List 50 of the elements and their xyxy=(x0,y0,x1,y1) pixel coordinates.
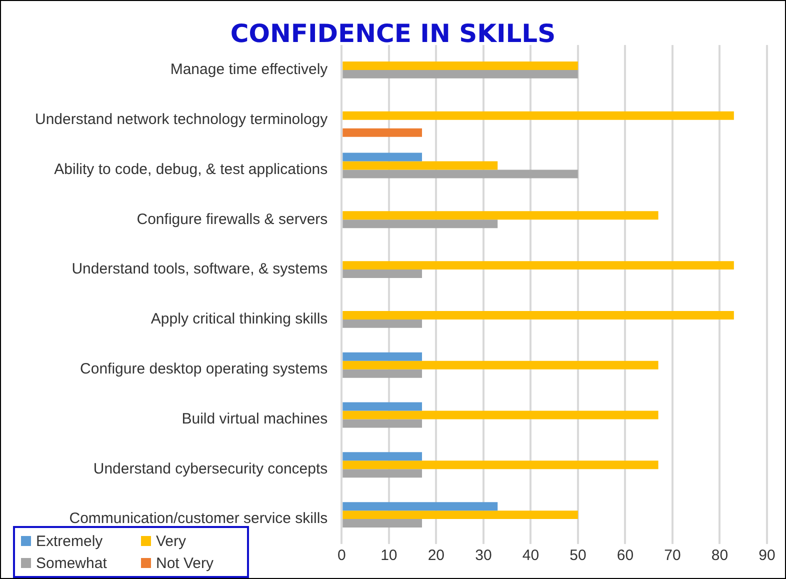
y-tick-label: Understand network technology terminology xyxy=(34,110,328,128)
x-tick-label: 80 xyxy=(711,547,728,564)
y-tick-label: Configure desktop operating systems xyxy=(80,360,328,378)
bar xyxy=(342,369,422,378)
y-tick-label: Ability to code, debug, & test applications xyxy=(54,160,328,178)
bar xyxy=(342,402,422,411)
bar xyxy=(342,128,422,137)
y-tick-label: Apply critical thinking skills xyxy=(150,310,328,328)
bar xyxy=(342,360,658,370)
legend-label: Somewhat xyxy=(36,554,107,572)
bar xyxy=(342,352,422,361)
legend-label: Very xyxy=(156,532,186,550)
x-tick-label: 10 xyxy=(380,547,398,564)
x-tick-label: 40 xyxy=(522,547,540,564)
x-tick-label: 30 xyxy=(475,547,492,564)
bar xyxy=(342,319,422,328)
bar xyxy=(342,261,734,270)
bar xyxy=(342,270,422,278)
bar xyxy=(342,460,658,470)
bar xyxy=(342,170,578,178)
bar xyxy=(342,419,422,428)
x-tick-label: 60 xyxy=(616,547,634,564)
bar xyxy=(342,61,578,70)
bar xyxy=(342,410,658,420)
x-tick-label: 20 xyxy=(428,547,445,564)
x-tick-label: 70 xyxy=(664,547,681,564)
y-tick-label: Configure firewalls & servers xyxy=(136,210,328,228)
bar xyxy=(342,111,734,120)
x-tick-label: 0 xyxy=(337,547,346,564)
bar xyxy=(342,211,658,220)
x-tick-label: 90 xyxy=(758,547,776,564)
bar xyxy=(342,220,498,228)
y-tick-label: Build virtual machines xyxy=(182,410,328,428)
x-tick-label: 50 xyxy=(570,547,586,564)
bar xyxy=(342,502,498,511)
bar xyxy=(342,519,422,528)
bar xyxy=(342,152,422,162)
bar xyxy=(342,310,734,320)
y-tick-label: Communication/customer service skills xyxy=(69,510,328,528)
bar xyxy=(342,161,498,170)
y-tick-label: Understand tools, software, & systems xyxy=(72,260,328,278)
chart-title: CONFIDENCE IN SKILLS xyxy=(229,19,557,48)
legend-label: Not Very xyxy=(156,554,214,572)
bar xyxy=(342,469,422,478)
bar xyxy=(342,452,422,461)
bar xyxy=(342,510,578,520)
legend-label: Extremely xyxy=(36,532,103,550)
y-tick-label: Understand cybersecurity concepts xyxy=(93,460,328,478)
bar xyxy=(342,70,578,78)
y-tick-label: Manage time effectively xyxy=(170,61,328,78)
